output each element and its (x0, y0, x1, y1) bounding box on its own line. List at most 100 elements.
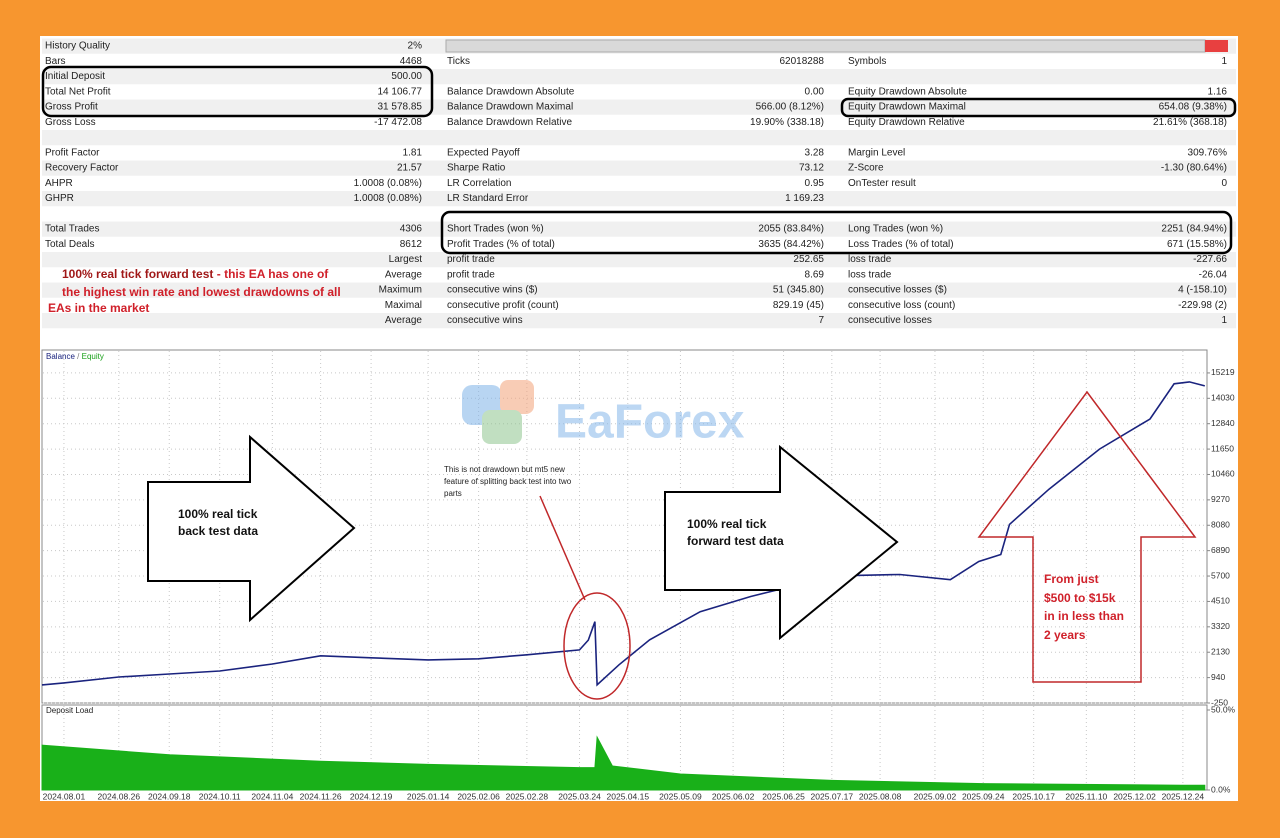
balance-line (41, 381, 1206, 687)
stat-value: 1 (1221, 56, 1227, 67)
stat-label: Ticks (447, 56, 470, 67)
row-band (42, 221, 1236, 237)
x-tick-label: 2024.12.19 (350, 791, 393, 801)
annotation: $500 to $15k (1044, 591, 1116, 605)
stat-label: Profit Factor (45, 147, 100, 158)
y-tick-label: 14030 (1211, 393, 1235, 403)
stats-table: History Quality 2% Bars 4468 Ticks 62018288 Sy… (42, 38, 1236, 329)
y-tick-label: 8080 (1211, 520, 1230, 530)
stat-label: profit trade (447, 254, 495, 265)
logo-shape (500, 380, 534, 414)
x-tick-label: 2024.09.18 (148, 791, 191, 801)
stat-label: Expected Payoff (447, 147, 520, 158)
annotation: 100% real tick (687, 517, 767, 531)
stat-value: 62018288 (780, 56, 825, 67)
stat-value: Maximum (379, 285, 422, 296)
stat-value: 1.0008 (0.08%) (354, 178, 422, 189)
watermark: EaForex (462, 380, 745, 449)
stat-label: Balance Drawdown Relative (447, 117, 573, 128)
arrow (147, 434, 356, 623)
x-tick-label: 2024.08.26 (98, 791, 141, 801)
y-tick-label: 9270 (1211, 494, 1230, 504)
annotation: in in less than (1044, 609, 1124, 623)
stat-label: Loss Trades (% of total) (848, 239, 954, 250)
stat-label: consecutive losses ($) (848, 285, 947, 296)
stat-value: 4468 (400, 56, 423, 67)
x-tick-label: 2025.02.06 (457, 791, 500, 801)
series (41, 381, 1206, 791)
stat-value: 1 (1221, 315, 1227, 326)
stat-value: 0 (1221, 178, 1227, 189)
x-tick-label: 2024.11.26 (300, 791, 342, 801)
stat-label: loss trade (848, 269, 892, 280)
stat-label: Gross Profit (45, 102, 98, 113)
stat-value: 252.65 (793, 254, 824, 265)
stat-value: -1.30 (80.64%) (1161, 163, 1227, 174)
x-tick-label: 2025.04.15 (607, 791, 650, 801)
stat-value: 21.61% (368.18) (1153, 117, 1227, 128)
row-band (42, 252, 1236, 268)
row-band (42, 282, 1236, 298)
stat-value: 1.81 (403, 147, 423, 158)
x-tick-label: 2025.07.17 (811, 791, 854, 801)
stat-label: Z-Score (848, 163, 884, 174)
stat-value: Maximal (385, 300, 422, 311)
x-tick-label: 2025.06.02 (712, 791, 755, 801)
stat-value: 8.69 (805, 269, 825, 280)
annotation: back test data (178, 524, 258, 538)
stat-label: Initial Deposit (45, 71, 105, 82)
stat-label: Long Trades (won %) (848, 224, 943, 235)
row-band (42, 69, 1236, 85)
stat-label: Bars (45, 56, 66, 67)
stat-value: 8612 (400, 239, 423, 250)
stat-label: consecutive profit (count) (447, 300, 559, 311)
x-tick-label: 2025.05.09 (659, 791, 702, 801)
stat-label: Short Trades (won %) (447, 224, 544, 235)
stat-value: 3.28 (805, 147, 825, 158)
y-tick-label: 11650 (1211, 443, 1234, 453)
stat-value: 21.57 (397, 163, 422, 174)
stat-value: 2055 (83.84%) (758, 224, 824, 235)
quality-bar (445, 39, 1206, 53)
stat-value: 73.12 (799, 163, 824, 174)
stat-value: 500.00 (391, 71, 422, 82)
stat-label: consecutive wins ($) (447, 285, 538, 296)
stat-value: 2% (408, 41, 423, 52)
y-tick-label: 50.0% (1211, 704, 1236, 714)
stat-value: 671 (15.58%) (1167, 239, 1227, 250)
x-tick-label: 2025.10.17 (1012, 791, 1055, 801)
stat-value: 654.08 (9.38%) (1159, 102, 1227, 113)
x-tick-label: 2025.02.28 (506, 791, 549, 801)
stat-value: Average (385, 269, 423, 280)
stat-value: 7 (818, 315, 824, 326)
x-tick-label: 2024.08.01 (43, 791, 86, 801)
stat-label: Balance Drawdown Absolute (447, 86, 575, 97)
x-tick-label: 2025.08.08 (859, 791, 902, 801)
deposit-load-area (41, 735, 1206, 791)
stat-label: AHPR (45, 178, 73, 189)
row-band (42, 191, 1236, 207)
stat-value: 566.00 (8.12%) (756, 102, 824, 113)
stat-value: 4 (-158.10) (1178, 285, 1227, 296)
annotation: feature of splitting back test into two (444, 477, 572, 486)
stat-value: 14 106.77 (378, 86, 423, 97)
y-tick-label: 4510 (1211, 596, 1230, 606)
stat-label: History Quality (45, 41, 110, 52)
arrow (664, 444, 899, 641)
x-tick-label: 2025.12.24 (1162, 791, 1205, 801)
x-tick-label: 2025.01.14 (407, 791, 450, 801)
y-tick-label: 940 (1211, 672, 1225, 682)
row-band (42, 313, 1236, 329)
panel-title: Deposit Load (46, 706, 93, 715)
x-tick-label: 2025.11.10 (1065, 791, 1107, 801)
stat-label: Total Deals (45, 239, 94, 250)
stat-label: Profit Trades (% of total) (447, 239, 555, 250)
stat-label: GHPR (45, 193, 74, 204)
row-band (42, 99, 1236, 115)
note: 100% real tick forward test - this EA ha… (62, 267, 329, 281)
stat-value: 1 169.23 (785, 193, 824, 204)
stat-value: 3635 (84.42%) (758, 239, 824, 250)
stat-label: loss trade (848, 254, 892, 265)
y-tick-label: 12840 (1211, 418, 1235, 428)
